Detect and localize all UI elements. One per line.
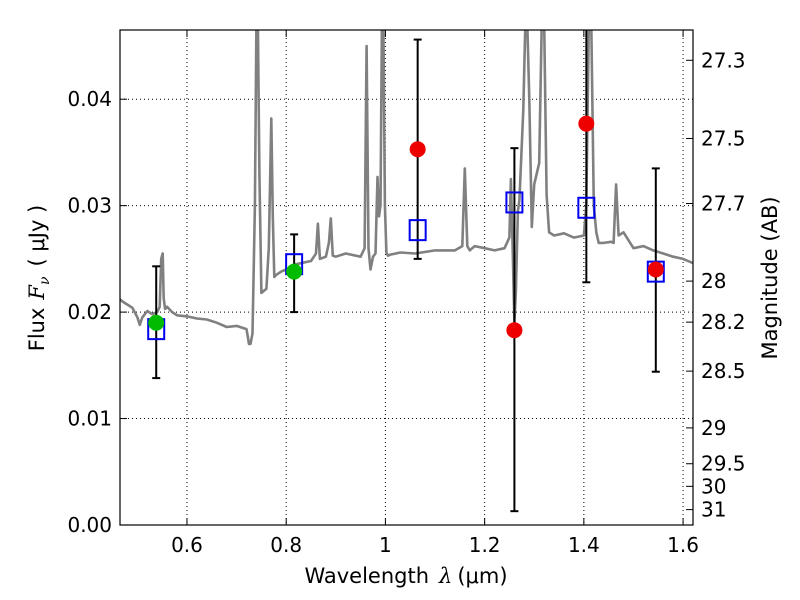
plot-area xyxy=(120,30,693,525)
axis-layer: 0.6 0.8 1 1.2 1.4 1.6 0.00 0.01 0.02 0.03 0.04 27.3… xyxy=(67,30,746,557)
y2-axis-label: Magnitude (AB) xyxy=(758,196,782,359)
y-axis-label: FluxFν( μJy ) xyxy=(25,205,53,351)
mag-tick-label: 28.5 xyxy=(701,359,746,383)
detection-point xyxy=(286,263,303,280)
x-tick-label: 0.8 xyxy=(270,533,302,557)
y-tick-label: 0.03 xyxy=(67,194,112,218)
upper-limit-point xyxy=(647,261,664,278)
upper-limit-point xyxy=(506,322,523,339)
y-tick-label: 0.02 xyxy=(67,300,112,324)
spectrum-line xyxy=(120,30,693,346)
mag-tick-label: 27.7 xyxy=(701,192,746,216)
mag-tick-label: 28.2 xyxy=(701,310,746,334)
model-photometry-square xyxy=(408,219,427,242)
mag-tick-label: 30 xyxy=(701,474,726,498)
y-tick-label: 0.00 xyxy=(67,513,112,537)
detection-point xyxy=(148,314,165,331)
model-photometry-square xyxy=(577,196,596,219)
y-tick-label: 0.04 xyxy=(67,87,112,111)
mag-tick-label: 31 xyxy=(701,498,726,522)
mag-tick-label: 29.5 xyxy=(701,452,746,476)
upper-limit-point xyxy=(409,141,426,158)
mag-tick-label: 27.3 xyxy=(701,48,746,72)
plot-frame xyxy=(119,29,694,526)
x-tick-label: 1.2 xyxy=(469,533,501,557)
x-axis-label: Wavelength λ (μm) xyxy=(304,564,507,588)
x-tick-label: 0.6 xyxy=(171,533,203,557)
grid-layer xyxy=(120,30,693,525)
data-layer xyxy=(120,30,693,513)
mag-tick-label: 29 xyxy=(701,416,726,440)
mag-tick-label: 27.5 xyxy=(701,126,746,150)
x-tick-label: 1.6 xyxy=(667,533,699,557)
y-tick-label: 0.01 xyxy=(67,407,112,431)
mag-tick-label: 28 xyxy=(701,269,726,293)
x-tick-label: 1.4 xyxy=(568,533,600,557)
model-photometry-square xyxy=(505,191,524,214)
upper-limit-point xyxy=(578,115,595,132)
x-tick-label: 1 xyxy=(379,533,392,557)
